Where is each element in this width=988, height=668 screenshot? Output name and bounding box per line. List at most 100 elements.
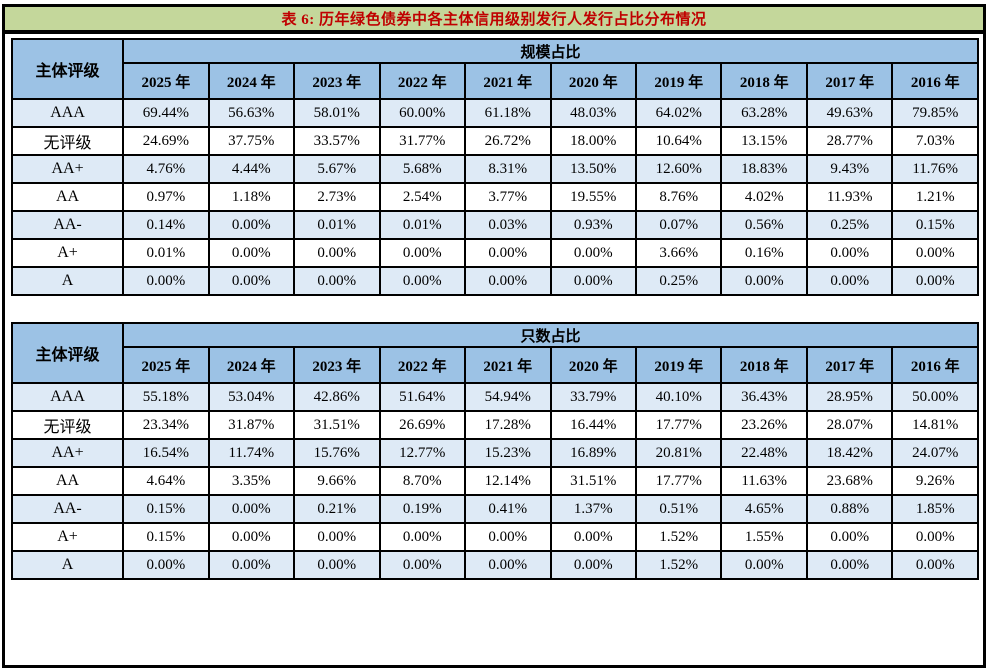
value-cell: 0.00% (378, 238, 467, 268)
value-cell: 53.04% (207, 382, 296, 412)
value-cell: 0.00% (549, 266, 637, 296)
value-cell: 19.55% (549, 182, 637, 212)
value-cell: 4.02% (720, 182, 808, 212)
value-cell: 0.00% (122, 266, 210, 296)
value-cell: 31.51% (293, 410, 381, 440)
value-cell: 4.44% (207, 154, 296, 184)
value-cell: 0.00% (293, 550, 381, 580)
value-cell: 8.76% (634, 182, 723, 212)
value-cell: 22.48% (720, 438, 808, 468)
value-cell: 15.23% (464, 438, 552, 468)
value-cell: 37.75% (207, 126, 296, 156)
value-cell: 0.01% (378, 210, 467, 240)
scale-share-table: 主体评级 规模占比 2025 年 2024 年 2023 年 2022 年 2021 年 20… (10, 38, 979, 296)
year-header: 2025 年 (122, 62, 210, 100)
value-cell: 79.85% (891, 98, 979, 128)
value-cell: 55.18% (122, 382, 210, 412)
value-cell: 0.00% (805, 550, 894, 580)
value-cell: 63.28% (720, 98, 808, 128)
value-cell: 0.15% (891, 210, 979, 240)
year-header: 2023 年 (293, 346, 381, 384)
value-cell: 12.60% (634, 154, 723, 184)
value-cell: 9.66% (293, 466, 381, 496)
rating-cell: AA (10, 466, 125, 496)
value-cell: 26.72% (464, 126, 552, 156)
value-cell: 1.52% (634, 550, 723, 580)
value-cell: 8.31% (464, 154, 552, 184)
value-cell: 28.95% (805, 382, 894, 412)
value-cell: 0.25% (805, 210, 894, 240)
value-cell: 17.77% (634, 466, 723, 496)
group-header: 只数占比 (122, 322, 979, 348)
rating-cell: AAA (10, 98, 125, 128)
value-cell: 0.00% (207, 238, 296, 268)
table-row: A 0.00% 0.00% 0.00% 0.00% 0.00% 0.00% 1.52% 0.00… (10, 550, 979, 580)
value-cell: 0.14% (122, 210, 210, 240)
value-cell: 11.74% (207, 438, 296, 468)
rating-cell: AA- (10, 210, 125, 240)
value-cell: 5.67% (293, 154, 381, 184)
value-cell: 0.51% (634, 494, 723, 524)
value-cell: 31.77% (378, 126, 467, 156)
group-header: 规模占比 (122, 38, 979, 64)
rating-cell: AA+ (10, 154, 125, 184)
table-row: A+ 0.01% 0.00% 0.00% 0.00% 0.00% 0.00% 3.66% 0.1… (10, 238, 979, 268)
rating-cell: AA+ (10, 438, 125, 468)
value-cell: 33.79% (549, 382, 637, 412)
table-row: AA 4.64% 3.35% 9.66% 8.70% 12.14% 31.51% 17.77%… (10, 466, 979, 496)
table-row: 无评级 23.34% 31.87% 31.51% 26.69% 17.28% 16.44% 1… (10, 410, 979, 440)
value-cell: 0.00% (293, 266, 381, 296)
value-cell: 61.18% (464, 98, 552, 128)
value-cell: 31.87% (207, 410, 296, 440)
value-cell: 4.64% (122, 466, 210, 496)
value-cell: 12.77% (378, 438, 467, 468)
year-header: 2022 年 (378, 346, 467, 384)
value-cell: 23.26% (720, 410, 808, 440)
year-header: 2018 年 (720, 346, 808, 384)
value-cell: 0.00% (207, 522, 296, 552)
rating-cell: A (10, 266, 125, 296)
table-title: 表 6: 历年绿色债券中各主体信用级别发行人发行占比分布情况 (281, 12, 707, 28)
value-cell: 8.70% (378, 466, 467, 496)
year-header: 2019 年 (634, 62, 723, 100)
rating-cell: AAA (10, 382, 125, 412)
year-header: 2016 年 (891, 62, 979, 100)
table-row: A 0.00% 0.00% 0.00% 0.00% 0.00% 0.00% 0.25% 0.00… (10, 266, 979, 296)
value-cell: 9.26% (891, 466, 979, 496)
value-cell: 26.69% (378, 410, 467, 440)
table-row: AA+ 16.54% 11.74% 15.76% 12.77% 15.23% 16.89% 2… (10, 438, 979, 468)
value-cell: 11.76% (891, 154, 979, 184)
value-cell: 17.77% (634, 410, 723, 440)
value-cell: 0.00% (891, 238, 979, 268)
rating-cell: A+ (10, 238, 125, 268)
table-row: AAA 55.18% 53.04% 42.86% 51.64% 54.94% 33.79% 4… (10, 382, 979, 412)
value-cell: 14.81% (891, 410, 979, 440)
value-cell: 1.18% (207, 182, 296, 212)
value-cell: 3.77% (464, 182, 552, 212)
table-row: 无评级 24.69% 37.75% 33.57% 31.77% 26.72% 18.00% 1… (10, 126, 979, 156)
year-header: 2022 年 (378, 62, 467, 100)
corner-header-rating: 主体评级 (10, 38, 125, 100)
rating-cell: 无评级 (10, 410, 125, 440)
value-cell: 16.54% (122, 438, 210, 468)
rating-cell: 无评级 (10, 126, 125, 156)
value-cell: 0.00% (720, 550, 808, 580)
value-cell: 1.85% (891, 494, 979, 524)
value-cell: 1.21% (891, 182, 979, 212)
table-row: A+ 0.15% 0.00% 0.00% 0.00% 0.00% 0.00% 1.52% 1.5… (10, 522, 979, 552)
value-cell: 10.64% (634, 126, 723, 156)
year-header: 2024 年 (207, 62, 296, 100)
year-header: 2021 年 (464, 62, 552, 100)
table-row: AA 0.97% 1.18% 2.73% 2.54% 3.77% 19.55% 8.76% 4.… (10, 182, 979, 212)
value-cell: 23.68% (805, 466, 894, 496)
value-cell: 0.00% (805, 266, 894, 296)
rating-cell: AA (10, 182, 125, 212)
value-cell: 0.00% (207, 550, 296, 580)
value-cell: 2.73% (293, 182, 381, 212)
value-cell: 31.51% (549, 466, 637, 496)
rating-cell: A+ (10, 522, 125, 552)
value-cell: 0.97% (122, 182, 210, 212)
value-cell: 0.00% (549, 550, 637, 580)
year-header: 2024 年 (207, 346, 296, 384)
value-cell: 0.00% (464, 550, 552, 580)
